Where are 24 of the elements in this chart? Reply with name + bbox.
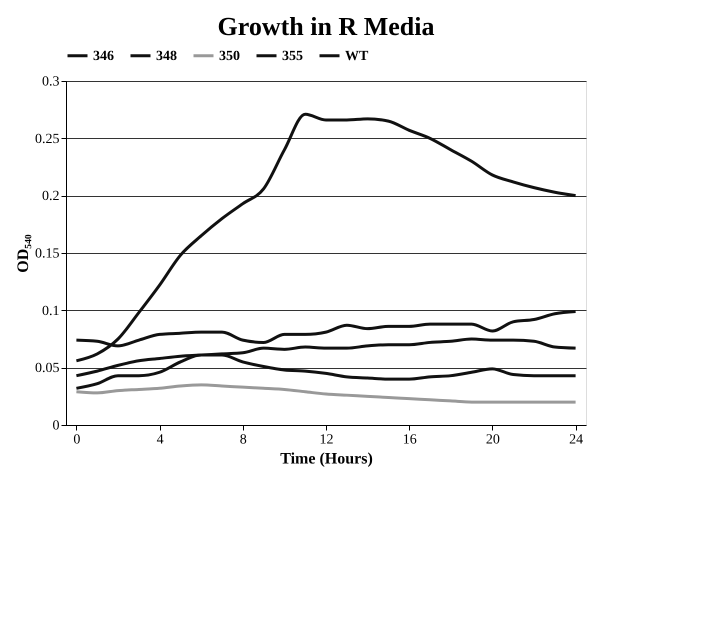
x-axis-title: Time (Hours)	[280, 450, 373, 468]
y-axis-title: OD₅₄₀	[15, 234, 32, 273]
x-tick-label: 4	[156, 432, 164, 448]
x-tick-label: 20	[486, 432, 500, 448]
y-tick-label: 0.05	[35, 361, 60, 376]
legend-label: 348	[156, 48, 177, 64]
x-tick-label: 12	[320, 432, 334, 448]
x-tick-label: 24	[569, 432, 584, 448]
x-tick-label: 16	[402, 432, 417, 448]
legend-label: 355	[282, 48, 303, 64]
line-series	[74, 383, 578, 404]
chart-title: Growth in R Media	[218, 12, 434, 41]
x-tick-label: 8	[240, 432, 247, 448]
legend-label: WT	[345, 48, 369, 64]
y-tick-label: 0.1	[42, 304, 60, 319]
y-tick-label: 0.25	[35, 132, 60, 147]
y-tick-label: 0.2	[42, 189, 60, 204]
legend-label: 346	[93, 48, 114, 64]
y-tick-label: 0.3	[42, 74, 60, 90]
line-series	[74, 112, 578, 362]
legend-label: 350	[219, 48, 240, 64]
y-tick-label: 0	[52, 418, 60, 434]
y-tick-label: 0.15	[35, 246, 60, 262]
x-tick-label: 0	[73, 432, 80, 448]
